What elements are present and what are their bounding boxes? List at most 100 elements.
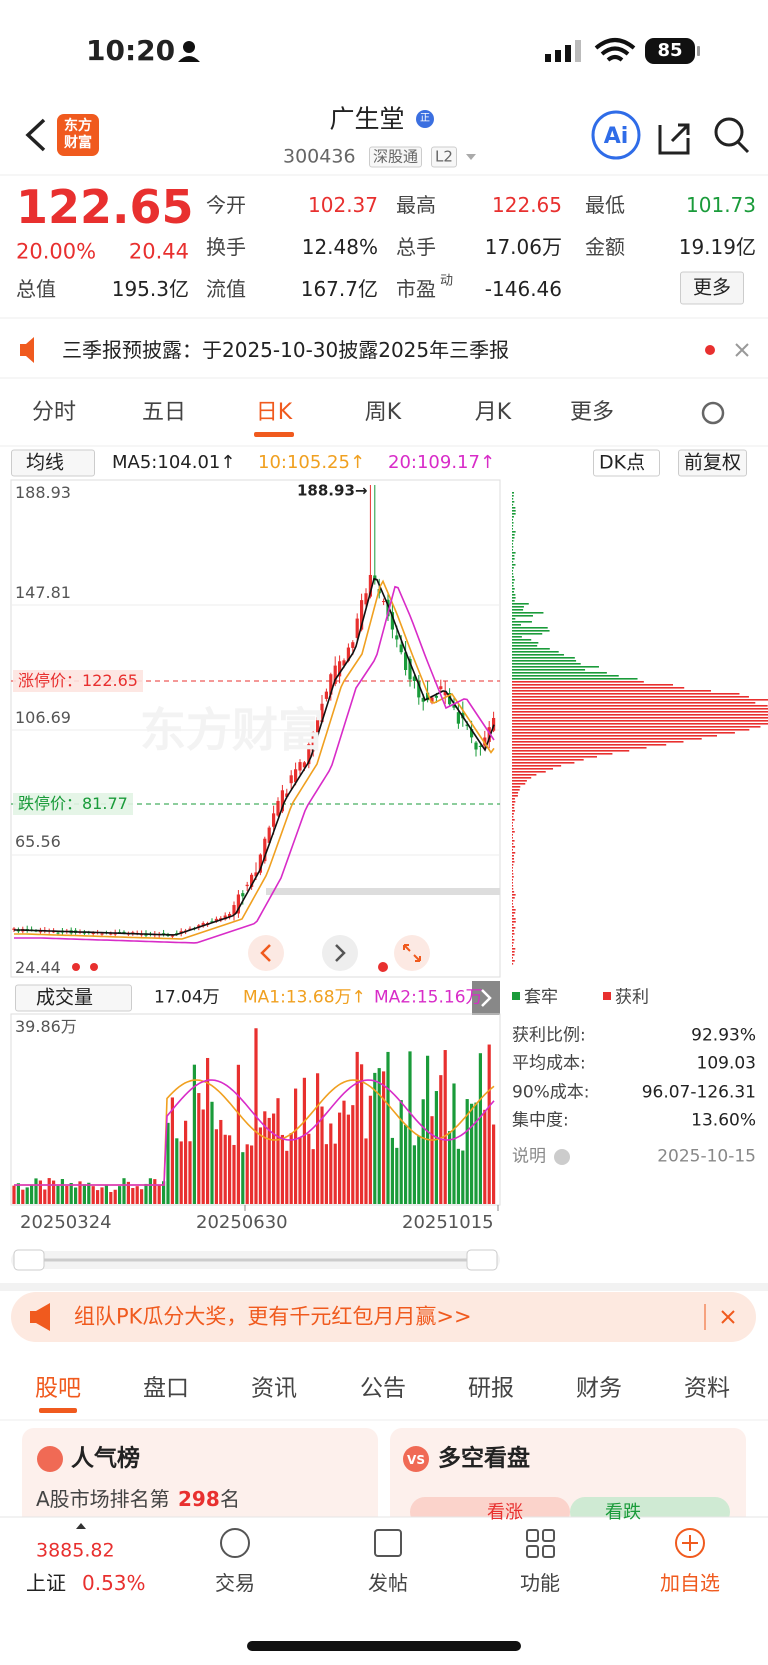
volume-bar [118, 1186, 122, 1204]
banner-text[interactable]: 组队PK瓜分大奖，更有千元红包月月赢>> [74, 1304, 472, 1329]
chip-bar [512, 717, 768, 719]
chip-bar [512, 831, 515, 833]
close-notice[interactable] [735, 343, 749, 357]
indicator-select[interactable]: 均线 [11, 449, 96, 477]
field-label: 金额 [585, 235, 625, 259]
notice[interactable]: 三季报预披露：于2025-10-30披露2025年三季报 [62, 338, 510, 362]
chip-bar [512, 741, 684, 743]
field-value: 122.65 [492, 193, 562, 217]
section-tab[interactable]: 公告 [360, 1375, 406, 1402]
index-name[interactable]: 上证 [26, 1571, 66, 1595]
section-tab-active[interactable]: 股吧 [35, 1375, 81, 1402]
search-button [736, 140, 750, 154]
chip-bar [512, 765, 562, 767]
banner-bg[interactable] [11, 1292, 756, 1342]
section-tab[interactable]: 资讯 [251, 1375, 297, 1402]
settings-button[interactable] [701, 401, 725, 425]
expand-arrow [481, 989, 492, 1007]
function-icon [526, 1529, 555, 1558]
candles [12, 485, 496, 944]
rank-suffix: 名 [220, 1487, 240, 1511]
chip-bar [512, 564, 516, 566]
chart-tab[interactable]: 更多 [569, 400, 615, 425]
chip-bar [512, 756, 597, 758]
volume-bar [210, 1101, 214, 1204]
candle [131, 932, 135, 934]
chip-bar [512, 783, 526, 785]
range-handle[interactable] [466, 1249, 498, 1271]
nav-item[interactable]: 发帖 [368, 1571, 408, 1595]
chip-bar [512, 726, 761, 728]
chip-bar [512, 732, 735, 734]
chart-tab[interactable]: 分时 [31, 400, 77, 425]
nav-item[interactable]: 加自选 [660, 1571, 720, 1595]
prev-button[interactable] [260, 944, 271, 962]
back-button[interactable] [25, 118, 46, 152]
section-tab[interactable]: 资料 [684, 1375, 730, 1402]
candle [38, 931, 42, 933]
field-label: 换手 [206, 235, 246, 259]
section-tab[interactable]: 盘口 [143, 1375, 189, 1402]
volume-bar [65, 1185, 69, 1204]
search-button[interactable] [714, 117, 744, 147]
chip-bar [512, 492, 514, 494]
next-button[interactable] [335, 944, 346, 962]
ai-button[interactable] [591, 110, 641, 160]
chart-tab[interactable]: 五日 [141, 400, 187, 425]
popular-card[interactable] [22, 1428, 378, 1528]
more-button[interactable]: 更多 [680, 271, 745, 305]
volume-bar [69, 1182, 73, 1204]
volume-select[interactable]: 成交量 [15, 984, 133, 1012]
candle [483, 737, 487, 746]
chip-bar [512, 948, 516, 950]
volume-bar [87, 1182, 91, 1204]
share-button[interactable] [658, 123, 690, 155]
chart-tab[interactable]: 月K [474, 400, 512, 425]
signal-icon [545, 40, 581, 62]
field-label: 总值 [16, 277, 56, 301]
chip-bar [512, 924, 514, 926]
candle [285, 793, 289, 797]
adjust-button[interactable]: 前复权 [678, 449, 748, 477]
section-tab[interactable]: 财务 [576, 1375, 622, 1402]
card-title: 多空看盘 [438, 1445, 530, 1472]
index-change[interactable]: 0.53% [82, 1571, 146, 1595]
volume-bar [272, 1113, 276, 1204]
bear-label: 看跌 [605, 1502, 641, 1523]
volume-bar [162, 1181, 166, 1204]
volume-bar [166, 1122, 170, 1204]
chip-label: 平均成本: [512, 1053, 586, 1074]
chip-bar [512, 774, 537, 776]
chip-bar [512, 912, 516, 914]
limit-down-label: 跌停价：81.77 [13, 793, 133, 815]
nav-item[interactable]: 交易 [215, 1571, 255, 1595]
chip-bar [512, 891, 515, 893]
ma20-line [14, 585, 495, 944]
range-handle[interactable] [13, 1249, 45, 1271]
index-value[interactable]: 3885.82 [36, 1539, 115, 1562]
dk-button[interactable]: DK点 [593, 449, 661, 477]
volume-bar [443, 1050, 447, 1204]
volume-bar [487, 1044, 491, 1204]
chip-bar [512, 915, 514, 917]
nav-item[interactable]: 功能 [520, 1571, 560, 1595]
candle [434, 695, 438, 698]
chart-tab-active[interactable]: 日K [255, 400, 293, 425]
field-value: 12.48% [301, 235, 378, 259]
expand-tab[interactable] [472, 981, 500, 1015]
chip-bar [512, 513, 516, 515]
chip-bar [512, 804, 515, 806]
volume-bar [329, 1123, 333, 1204]
chip-bar [512, 906, 514, 908]
candle [258, 854, 262, 873]
logo-text: 东方财富 [64, 118, 92, 151]
volume-bar [144, 1183, 148, 1204]
chip-note[interactable]: 说明 [512, 1146, 546, 1167]
expand-button[interactable] [403, 944, 421, 962]
close-banner[interactable] [721, 1310, 735, 1324]
chip-value: 96.07-126.31 [641, 1082, 756, 1103]
chart-tab[interactable]: 周K [364, 400, 402, 425]
volume-bar [201, 1109, 205, 1204]
field-label: 最低 [585, 193, 625, 217]
section-tab[interactable]: 研报 [468, 1375, 514, 1402]
